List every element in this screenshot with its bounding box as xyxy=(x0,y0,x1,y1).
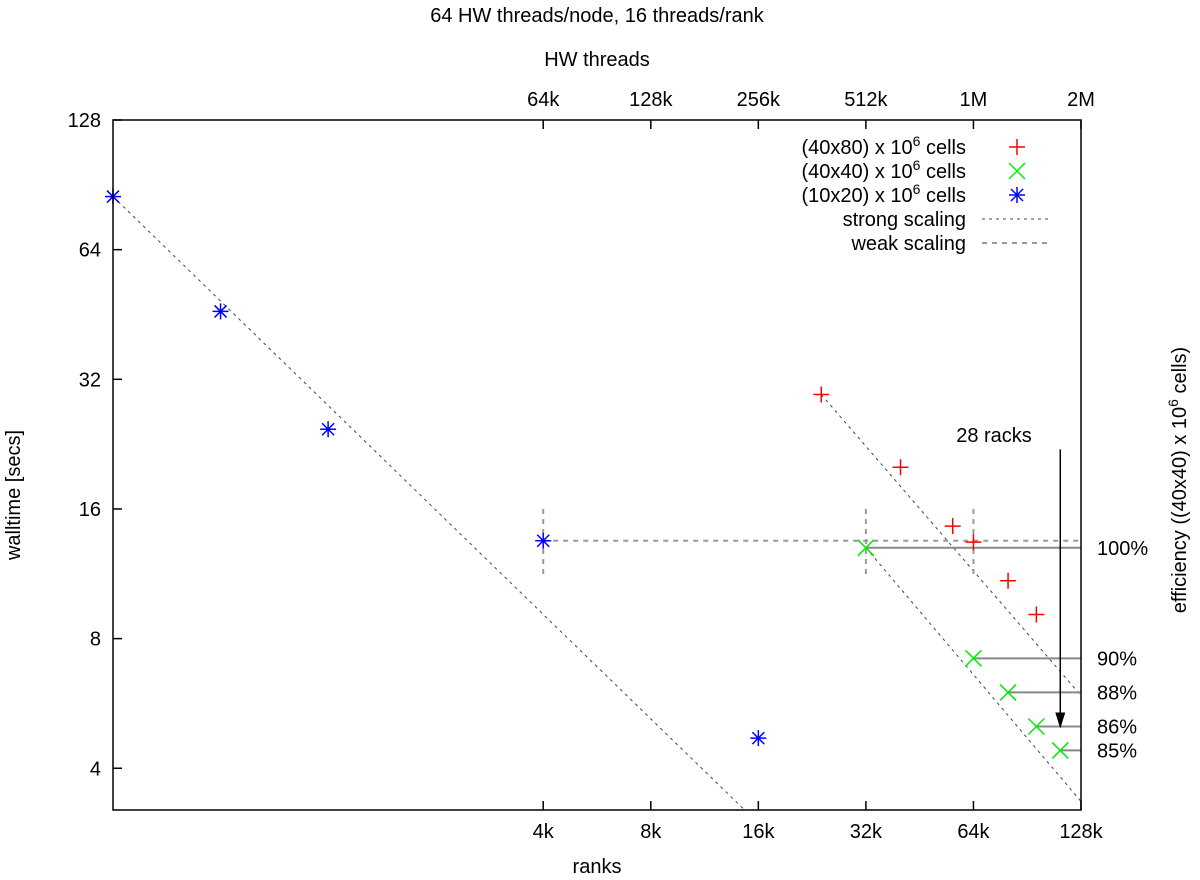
y-tick-label-4: 64 xyxy=(79,240,101,262)
legend-strong-scaling-label: strong scaling xyxy=(843,209,966,231)
strong-scaling-line-2 xyxy=(865,547,1082,802)
point-s0-0 xyxy=(813,386,830,403)
point-s0-4 xyxy=(1000,572,1017,589)
y2-label-pre: efficiency ((40x40) x 10 xyxy=(1169,407,1191,613)
x-tick-label-2: 16k xyxy=(742,821,775,843)
point-s2-4 xyxy=(750,730,767,747)
legend-series-entries: (40x80) x 106 cells(40x40) x 106 cells(1… xyxy=(801,133,1026,207)
x2-tick-label-2: 256k xyxy=(737,89,781,111)
efficiency-label-1: 90% xyxy=(1097,648,1137,670)
chart-title: 64 HW threads/node, 16 threads/rank xyxy=(430,5,765,27)
plot-frame xyxy=(112,119,1082,811)
x-tick-label-3: 32k xyxy=(850,821,883,843)
strong-scaling-line-0 xyxy=(112,196,745,811)
x-axis-label: ranks xyxy=(573,856,622,878)
y-tick-label-2: 16 xyxy=(79,499,101,521)
legend-label-1: (40x40) x 106 cells xyxy=(801,157,966,183)
x2-tick-label-3: 512k xyxy=(844,89,888,111)
point-s0-2 xyxy=(944,518,961,535)
annotation-arrow-head xyxy=(1055,712,1066,729)
y-tick-label-5: 128 xyxy=(68,110,101,132)
efficiency-label-0: 100% xyxy=(1097,538,1148,560)
point-s1-3 xyxy=(1027,717,1045,736)
y2-label-sup: 6 xyxy=(1165,399,1181,407)
strong-scaling-line-1 xyxy=(820,394,1082,696)
legend-label-0-post: cells xyxy=(920,137,966,159)
efficiency-label-4: 85% xyxy=(1097,740,1137,762)
x2-tick-label-1: 128k xyxy=(629,89,673,111)
legend-label-1-pre: (40x40) x 10 xyxy=(801,161,912,183)
annotation-28-racks: 28 racks xyxy=(956,425,1066,729)
point-s1-0 xyxy=(857,539,875,557)
point-s2-3 xyxy=(535,532,552,549)
legend-label-1-post: cells xyxy=(920,161,966,183)
x-tick-label-0: 4k xyxy=(533,821,555,843)
x-tick-label-5: 128k xyxy=(1059,821,1103,843)
y2-label-post: cells) xyxy=(1169,347,1191,399)
legend-label-0-pre: (40x80) x 10 xyxy=(801,137,912,159)
x-tick-label-1: 8k xyxy=(640,821,662,843)
legend: (40x80) x 106 cells(40x40) x 106 cells(1… xyxy=(801,133,1052,255)
y-axis-label: walltime [secs] xyxy=(3,430,25,561)
point-s1-4 xyxy=(1051,741,1069,759)
legend-label-2: (10x20) x 106 cells xyxy=(801,181,966,207)
point-s1-2 xyxy=(999,683,1017,701)
x2-tick-label-0: 64k xyxy=(527,89,560,111)
legend-marker-2 xyxy=(1009,187,1025,203)
point-s2-2 xyxy=(320,421,337,438)
point-s1-1 xyxy=(964,649,982,667)
y-tick-label-0: 4 xyxy=(90,758,101,780)
legend-label-0-sup: 6 xyxy=(913,133,921,149)
y-tick-label-3: 32 xyxy=(79,369,101,391)
efficiency-label-3: 86% xyxy=(1097,717,1137,739)
legend-label-2-sup: 6 xyxy=(913,181,921,197)
x2-axis-label: HW threads xyxy=(544,49,650,71)
point-s0-3 xyxy=(965,534,982,551)
point-s2-1 xyxy=(212,303,229,320)
legend-label-1-sup: 6 xyxy=(913,157,921,173)
legend-weak-scaling-label: weak scaling xyxy=(850,233,966,255)
point-s0-5 xyxy=(1028,606,1045,623)
legend-label-0: (40x80) x 106 cells xyxy=(801,133,966,159)
y2-axis-label: efficiency ((40x40) x 106 cells) xyxy=(1165,347,1191,613)
x2-tick-label-4: 1M xyxy=(960,89,988,111)
efficiency-label-2: 88% xyxy=(1097,682,1137,704)
legend-label-2-post: cells xyxy=(920,185,966,207)
annotation-label: 28 racks xyxy=(956,425,1032,447)
legend-marker-1 xyxy=(1008,162,1026,180)
point-s0-1 xyxy=(892,459,909,476)
x2-tick-label-5: 2M xyxy=(1067,89,1095,111)
legend-marker-0 xyxy=(1009,139,1025,155)
legend-label-2-pre: (10x20) x 10 xyxy=(801,185,912,207)
x-tick-label-4: 64k xyxy=(957,821,990,843)
y-tick-label-1: 8 xyxy=(90,629,101,651)
plot-area xyxy=(105,188,1082,811)
